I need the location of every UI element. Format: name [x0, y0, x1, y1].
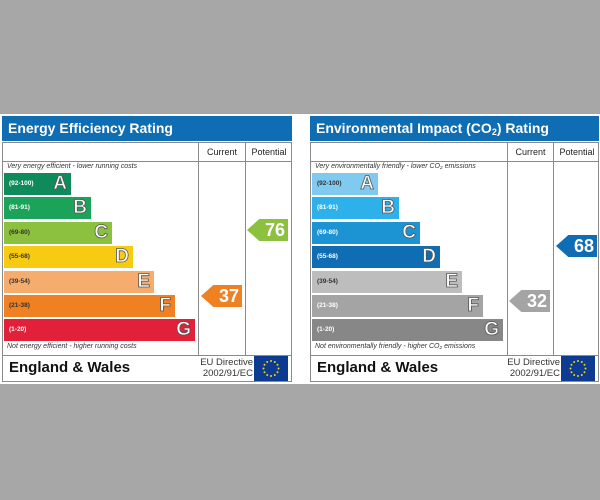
- band-c: (69-80) C: [312, 222, 420, 244]
- top-note: Very environmentally friendly - lower CO…: [315, 163, 476, 170]
- directive-label: EU Directive 2002/91/EC: [200, 357, 253, 379]
- chart-footer: England & Wales EU Directive 2002/91/EC: [3, 355, 291, 382]
- band-a: (92-100) A: [312, 173, 378, 195]
- band-b: (81-91) B: [4, 197, 91, 219]
- current-rating-arrow: 32: [509, 290, 550, 312]
- bottom-note: Not environmentally friendly - higher CO…: [315, 343, 476, 350]
- current-rating-arrow: 37: [201, 285, 242, 307]
- band-e: (39-54) E: [4, 271, 154, 293]
- region-label: England & Wales: [9, 359, 131, 376]
- column-header-current: Current: [515, 147, 546, 157]
- divider: [198, 143, 199, 355]
- region-label: England & Wales: [317, 359, 439, 376]
- divider: [507, 143, 508, 355]
- chart-body: Current Potential Very energy efficient …: [2, 142, 292, 382]
- chart-body: Current Potential Very environmentally f…: [310, 142, 599, 382]
- divider: [311, 355, 598, 356]
- divider: [553, 143, 554, 355]
- chart-title: Energy Efficiency Rating: [2, 116, 292, 141]
- environmental-impact-chart: Environmental Impact (CO2) Rating Curren…: [310, 116, 599, 384]
- potential-rating-arrow: 68: [556, 235, 597, 257]
- divider: [311, 161, 598, 162]
- band-g: (1-20) G: [4, 319, 195, 341]
- chart-footer: England & Wales EU Directive 2002/91/EC: [311, 355, 598, 382]
- column-header-current: Current: [206, 147, 237, 157]
- potential-rating-arrow: 76: [247, 219, 288, 241]
- directive-label: EU Directive 2002/91/EC: [507, 357, 560, 379]
- band-a: (92-100) A: [4, 173, 71, 195]
- band-f: (21-38) F: [4, 295, 175, 317]
- eu-flag-icon: [561, 356, 595, 381]
- chart-title: Environmental Impact (CO2) Rating: [310, 116, 599, 141]
- band-g: (1-20) G: [312, 319, 503, 341]
- column-header-potential: Potential: [559, 147, 595, 157]
- divider: [3, 161, 291, 162]
- divider: [245, 143, 246, 355]
- top-note: Very energy efficient - lower running co…: [7, 163, 138, 170]
- band-d: (55-68) D: [312, 246, 440, 268]
- divider: [3, 355, 291, 356]
- column-header-potential: Potential: [251, 147, 287, 157]
- energy-efficiency-chart: Energy Efficiency Rating Current Potenti…: [2, 116, 292, 384]
- eu-flag-icon: [254, 356, 288, 381]
- bottom-note: Not energy efficient - higher running co…: [7, 343, 137, 350]
- band-f: (21-38) F: [312, 295, 483, 317]
- band-d: (55-68) D: [4, 246, 133, 268]
- band-e: (39-54) E: [312, 271, 462, 293]
- band-c: (69-80) C: [4, 222, 112, 244]
- band-b: (81-91) B: [312, 197, 399, 219]
